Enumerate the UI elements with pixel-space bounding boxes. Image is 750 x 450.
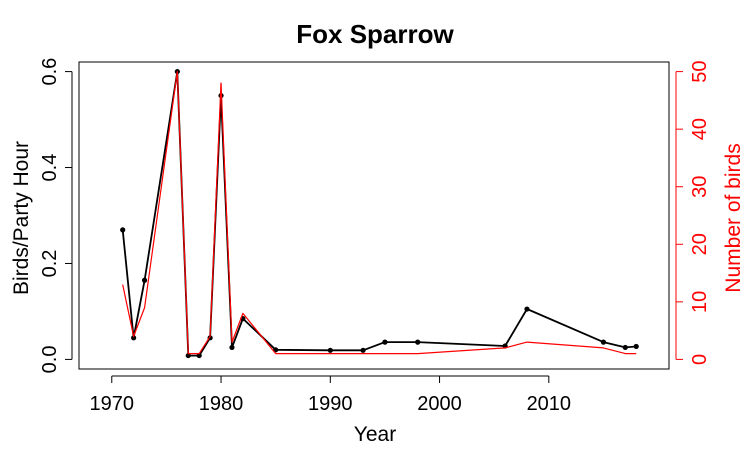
right-tick-label: 50: [689, 60, 711, 82]
birds-per-party-hour-point: [120, 227, 126, 233]
left-y-axis-label: Birds/Party Hour: [10, 141, 33, 295]
right-tick-label: 30: [689, 176, 711, 198]
birds-per-party-hour-point: [141, 277, 148, 283]
birds-per-party-hour-line: [121, 70, 637, 357]
left-tick-label: 0.4: [39, 154, 61, 182]
x-axis-label: Year: [354, 423, 396, 446]
right-y-axis-label: Number of birds: [722, 143, 745, 292]
birds-per-party-hour-point: [185, 352, 191, 359]
birds-per-party-hour-point: [196, 352, 202, 359]
birds-per-party-hour-point: [327, 347, 333, 353]
left-y-axis: 0.0 0.2 0.4 0.6: [39, 58, 73, 374]
birds-per-party-hour-point: [600, 339, 607, 345]
right-tick-label: 0: [689, 354, 711, 365]
right-y-axis: 0 10 20 30 40 50: [675, 60, 711, 365]
right-tick-label: 20: [689, 233, 711, 255]
number-of-birds-line: [122, 70, 637, 355]
birds-per-party-hour-point: [524, 306, 530, 312]
birds-per-party-hour-point: [415, 339, 421, 345]
birds-per-party-hour-point: [622, 344, 628, 351]
right-tick-label: 40: [689, 118, 711, 140]
series-layer: [120, 68, 639, 359]
x-tick-label: 2010: [527, 393, 572, 415]
birds-per-party-hour-point: [229, 344, 235, 351]
birds-per-party-hour-point: [382, 339, 388, 345]
left-tick-label: 0.0: [39, 346, 61, 374]
x-axis: 1970 1980 1990 2000 2010: [90, 375, 572, 415]
x-tick-label: 1970: [90, 393, 135, 415]
x-tick-label: 1980: [199, 393, 244, 415]
right-tick-label: 10: [689, 291, 711, 313]
left-tick-label: 0.2: [39, 250, 61, 278]
birds-per-party-hour-point: [131, 335, 137, 341]
plot-frame: [78, 61, 670, 370]
birds-per-party-hour-point: [360, 347, 366, 353]
chart-title: Fox Sparrow: [296, 19, 454, 49]
x-tick-label: 2000: [417, 393, 462, 415]
birds-per-party-hour-point: [633, 343, 639, 350]
left-tick-label: 0.6: [39, 58, 61, 86]
x-tick-label: 1990: [308, 393, 353, 415]
